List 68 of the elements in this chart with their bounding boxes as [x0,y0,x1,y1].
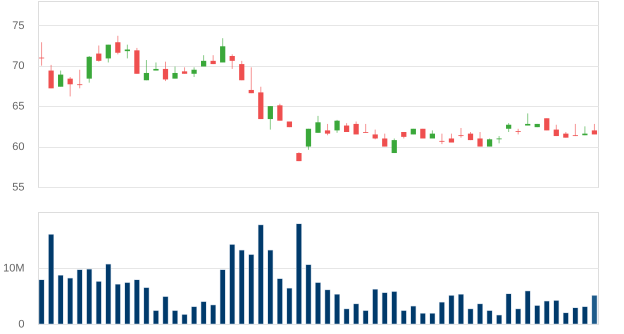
bar [324,290,330,324]
bar [382,292,388,324]
bar [458,294,464,324]
bar [534,305,540,324]
candlestick [544,118,550,131]
bar [229,244,236,324]
bar [496,314,502,324]
bar [58,275,64,324]
bar [114,284,121,324]
y-tick-label: 60 [12,141,24,154]
bar [353,304,359,324]
y-tick-label: 75 [12,20,24,32]
bar [439,302,445,324]
bar [400,310,407,324]
bar [220,269,226,324]
bar [515,308,522,324]
bar [334,294,340,324]
bar [391,291,398,324]
bar [477,304,483,324]
bar [553,300,560,324]
bar [105,264,112,324]
bar [344,308,350,324]
bar [48,234,54,324]
bar [420,313,426,324]
candlestick [496,136,502,144]
bar [191,306,197,324]
bar [486,310,492,324]
bar [124,282,130,324]
bar [592,295,598,324]
bar [76,269,83,324]
bar [582,306,588,324]
y-tick-label: 55 [12,182,24,194]
bar [544,300,550,324]
bar [238,250,245,324]
bar [372,289,378,324]
bar [306,264,312,324]
bar [86,268,92,324]
bar [258,224,264,324]
y-tick-label: 10M [3,262,24,274]
bar [410,306,416,324]
bar [96,281,102,324]
bar [210,304,216,324]
y-tick-label: 70 [12,60,24,72]
bar [572,308,578,324]
bar [506,294,512,324]
bar [562,312,569,324]
bar [153,310,159,324]
bar [277,278,283,324]
bar [162,296,168,324]
bar [38,280,44,324]
bar [524,290,531,324]
bar [182,314,188,324]
y-tick-label: 0 [18,318,24,330]
bar [430,313,436,324]
bar [296,224,302,324]
bar [172,310,178,324]
bar [200,301,206,324]
bar [67,278,74,324]
bar [315,282,321,324]
bar [286,288,292,324]
bar [362,310,369,324]
bar [267,250,274,324]
bar [144,287,150,324]
bar [248,254,254,324]
bar [468,308,474,324]
y-tick-label: 65 [12,100,24,113]
bar [134,280,140,324]
bar [448,295,454,324]
